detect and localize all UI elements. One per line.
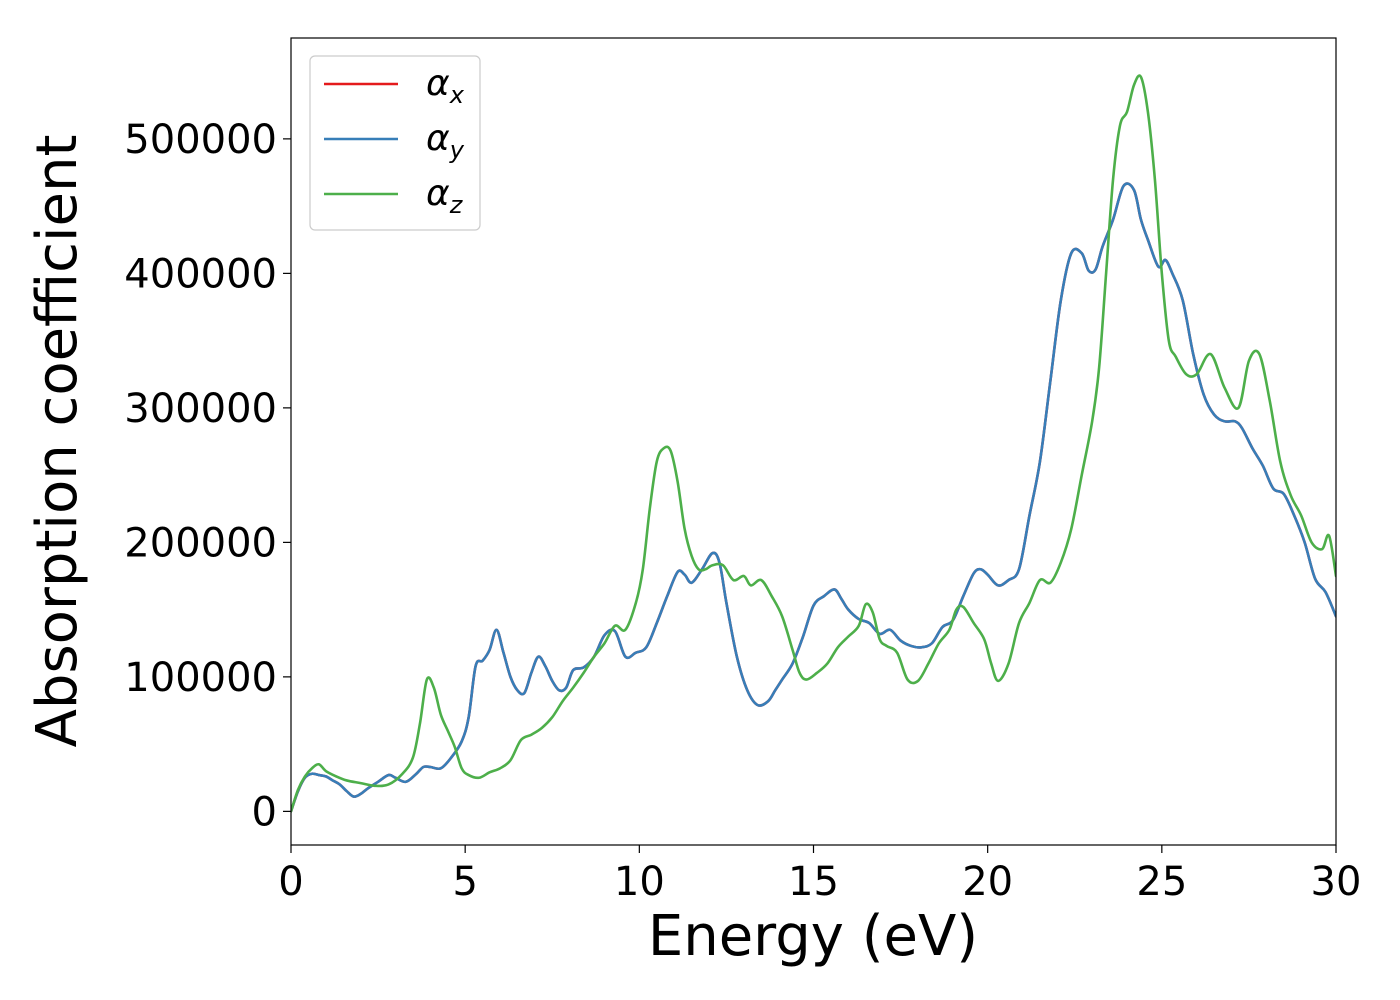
series-line-y [291,182,1336,813]
x-tick-label: 5 [452,859,477,905]
x-axis-title: Energy (eV) [648,904,978,969]
legend-label-y: αy [426,118,465,164]
x-tick-label: 25 [1136,859,1187,905]
legend-label-z: αz [426,173,464,219]
series-line-z [291,74,1336,813]
y-axis: 0 100000 200000 300000 400000 500000 [124,117,291,835]
series-layer [291,74,1336,813]
x-tick-label: 30 [1311,859,1362,905]
y-tick-label: 500000 [124,117,277,163]
y-tick-label: 0 [252,789,277,835]
y-tick-label: 200000 [124,520,277,566]
x-tick-label: 10 [614,859,665,905]
y-tick-label: 100000 [124,655,277,701]
legend: αx αy αz [309,55,481,231]
legend-label-x: αx [426,63,465,109]
x-axis: 0 5 10 15 20 25 30 [278,845,1361,905]
x-tick-label: 20 [962,859,1013,905]
y-tick-label: 300000 [124,386,277,432]
y-tick-label: 400000 [124,251,277,297]
legend-frame [309,55,481,231]
x-tick-label: 15 [788,859,839,905]
y-axis-title: Absorption coefficient [25,135,90,748]
x-tick-label: 0 [278,859,303,905]
